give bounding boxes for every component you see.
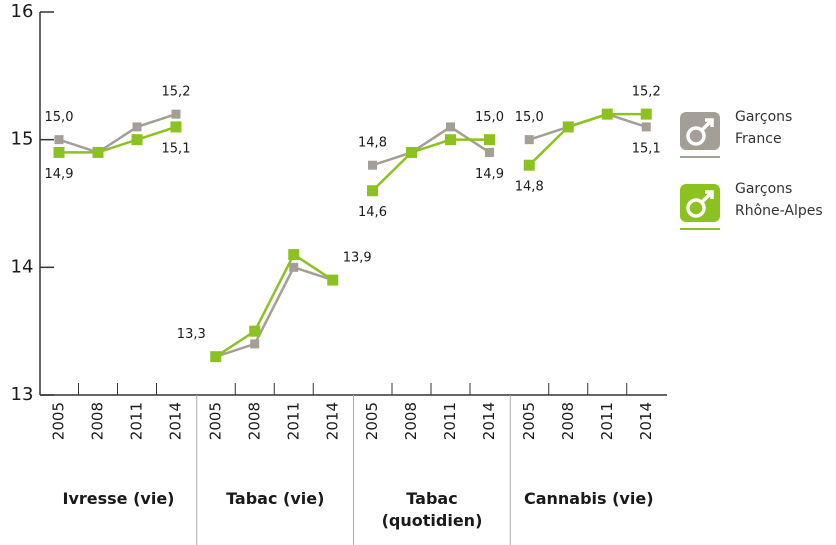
marker xyxy=(446,122,455,132)
marker xyxy=(327,274,339,286)
marker xyxy=(53,146,65,158)
series-line xyxy=(215,252,334,358)
marker xyxy=(171,109,181,119)
legend-label: Garçons Rhône-Alpes xyxy=(735,181,823,219)
marker xyxy=(368,160,377,170)
value-label: 15,0 xyxy=(475,110,504,125)
x-tick-label: 2008 xyxy=(89,402,107,440)
group-label: Tabac (quotidien) xyxy=(381,489,483,530)
value-label: 15,2 xyxy=(632,85,661,100)
marker xyxy=(132,122,142,132)
marker xyxy=(524,135,534,145)
value-label: 14,8 xyxy=(358,136,387,151)
marker xyxy=(92,146,104,158)
value-label: 14,8 xyxy=(515,180,544,195)
value-label: 13,3 xyxy=(177,327,206,342)
x-tick-label: 2014 xyxy=(167,402,185,440)
marker xyxy=(288,249,300,261)
marker xyxy=(523,159,535,171)
marker xyxy=(131,134,143,146)
x-tick-label: 2011 xyxy=(598,402,616,440)
x-tick-label: 2005 xyxy=(50,402,68,440)
value-label: 14,9 xyxy=(475,167,504,182)
value-label: 15,1 xyxy=(632,141,661,156)
group-label: Ivresse (vie) xyxy=(62,489,175,508)
marker xyxy=(250,339,260,349)
series-line xyxy=(528,112,647,167)
group-label: Tabac (vie) xyxy=(226,489,325,508)
x-tick-label: 2008 xyxy=(559,402,577,440)
marker xyxy=(170,121,182,133)
marker xyxy=(289,262,299,272)
legend-symbol xyxy=(686,126,706,146)
series-line xyxy=(371,138,490,192)
value-label: 15,0 xyxy=(45,110,74,125)
marker xyxy=(485,147,494,157)
series-line xyxy=(59,125,177,154)
value-label: 14,6 xyxy=(358,205,387,220)
group-label: Cannabis (vie) xyxy=(523,489,654,508)
y-tick-label: 14 xyxy=(11,256,34,277)
series-line xyxy=(58,112,177,154)
series-line xyxy=(528,112,647,141)
x-tick-label: 2011 xyxy=(441,402,459,440)
marker xyxy=(367,185,378,197)
y-tick-label: 16 xyxy=(11,1,34,22)
series-line xyxy=(215,265,334,358)
marker xyxy=(54,135,64,145)
y-tick-label: 13 xyxy=(11,384,34,405)
legend-label: Garçons France xyxy=(735,109,793,147)
x-tick-label: 2014 xyxy=(480,402,498,440)
x-tick-label: 2005 xyxy=(363,402,381,440)
value-label: 14,9 xyxy=(45,167,74,182)
marker xyxy=(210,351,222,363)
value-label: 15,1 xyxy=(162,141,191,156)
legend-symbol xyxy=(686,198,706,218)
legend-symbol xyxy=(700,190,714,204)
marker xyxy=(484,134,495,146)
marker xyxy=(562,121,574,133)
x-tick-label: 2011 xyxy=(284,402,302,440)
x-tick-label: 2005 xyxy=(520,402,538,440)
y-tick-label: 15 xyxy=(11,129,34,150)
value-label: 15,0 xyxy=(515,110,544,125)
value-label: 13,9 xyxy=(343,251,372,266)
marker xyxy=(445,134,456,146)
x-tick-label: 2005 xyxy=(206,402,224,440)
x-tick-label: 2011 xyxy=(128,402,146,440)
x-tick-label: 2014 xyxy=(637,402,655,440)
marker xyxy=(406,146,417,158)
marker xyxy=(641,122,651,132)
marker xyxy=(249,325,261,337)
value-label: 15,2 xyxy=(162,85,191,100)
x-tick-label: 2008 xyxy=(402,402,420,440)
x-tick-label: 2014 xyxy=(323,402,341,440)
marker xyxy=(601,108,613,120)
legend-symbol xyxy=(700,118,714,132)
x-tick-label: 2008 xyxy=(245,402,263,440)
marker xyxy=(640,108,652,120)
